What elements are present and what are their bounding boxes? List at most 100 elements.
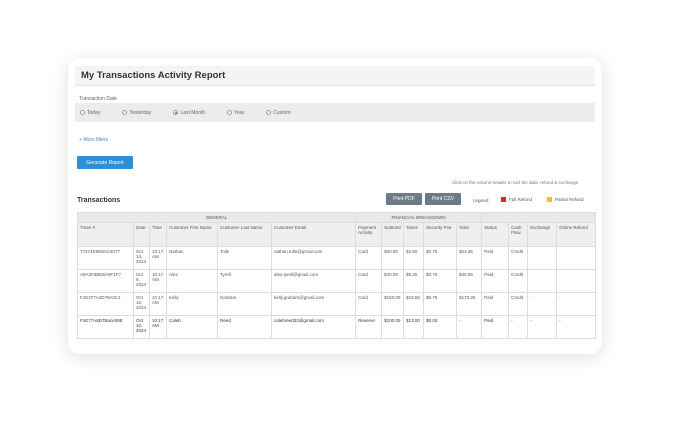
radio-year[interactable]: Year [227, 110, 244, 116]
column-header[interactable]: Online Refund [556, 222, 597, 247]
table-cell: 77274E9D8AC5077 [77, 246, 134, 270]
column-header[interactable]: Subtotal [381, 222, 405, 247]
table-cell: $170.25 [456, 292, 483, 316]
column-header[interactable]: Customer Email [270, 222, 357, 247]
table-cell: 10:17 AM [149, 269, 167, 293]
radio-label: Yesterday [129, 109, 152, 116]
column-header[interactable]: Trans # [77, 222, 134, 247]
table-cell: $2.60 [403, 246, 425, 270]
table-cell [527, 269, 558, 293]
table-cell: Nathan [166, 246, 218, 270]
radio-label: Last Month [180, 109, 206, 116]
table-cell: Card [355, 292, 383, 316]
table-cell: Credit [508, 292, 529, 316]
table-cell: F1E77A8D7Bace39E [77, 315, 134, 339]
table-row[interactable]: 77274E9D8AC5077 Oct 14, 2024 10:17 AM Natha… [77, 246, 597, 270]
more-filters-link[interactable]: + More filters [79, 137, 109, 143]
column-header[interactable]: Time [149, 222, 167, 247]
table-cell: $20.00 [381, 246, 405, 270]
radio-last-month[interactable]: Last Month [173, 110, 205, 116]
table-cell: A9A3F8BD5A9F1F7 [77, 269, 134, 293]
column-header[interactable]: Security Fee [423, 222, 458, 247]
radio-circle-icon[interactable] [122, 110, 128, 115]
column-header[interactable]: Customer First Name [166, 222, 218, 247]
table-cell: Credit [508, 269, 529, 293]
column-header[interactable]: Taxes [403, 222, 425, 247]
legend-label: Legend: [473, 198, 490, 203]
column-header[interactable]: Exchange [527, 222, 558, 247]
table-cell: $0.75 [423, 246, 458, 270]
table-cell: Reed [217, 315, 272, 339]
table-cell: Oct 14, 2024 [133, 246, 150, 270]
table-cell: Credit [508, 246, 529, 270]
table-cell: $150.00 [381, 292, 405, 316]
table-cell: 10:17 AM [149, 315, 167, 339]
table-cell [556, 246, 597, 270]
table-cell: - [556, 315, 597, 339]
generate-report-button[interactable]: Generate Report [77, 156, 133, 169]
table-cell: $40.00 [381, 269, 405, 293]
table-cell: Oct 10, 2024 [133, 292, 150, 316]
transactions-title: Transactions [77, 197, 121, 204]
column-header[interactable]: Cash Flow [508, 222, 529, 247]
table-cell [556, 269, 597, 293]
table-cell [527, 246, 558, 270]
column-header[interactable]: Date [133, 222, 150, 247]
table-cell: Paid [481, 292, 510, 316]
radio-circle-icon[interactable] [80, 110, 85, 115]
table-cell: - [508, 315, 529, 339]
table-cell: nathan.tolle@gmail.com [270, 246, 357, 270]
column-header[interactable]: Payment Activity [355, 222, 383, 247]
column-header[interactable]: Total [456, 222, 483, 247]
legend-partial-refund: Partial Refund [547, 197, 584, 202]
date-filter-options: Today Yesterday Last Month Year Custom [75, 103, 595, 122]
table-row[interactable]: A9A3F8BD5A9F1F7 Oct 9, 2024 10:17 AM Alex Ty… [77, 269, 597, 293]
legend-full-refund: Full Refund [501, 197, 532, 202]
table-cell: alex.tyrell@gmail.com [270, 269, 357, 293]
table-cell: $13.00 [403, 315, 425, 339]
column-header[interactable]: Status [481, 222, 510, 247]
date-filter-label: Transaction Date [79, 96, 117, 102]
table-cell: Tolle [217, 246, 272, 270]
table-cell: kelly.graham@gmail.com [270, 292, 357, 316]
radio-circle-icon[interactable] [227, 110, 233, 115]
table-cell: calebreed32@gmail.com [270, 315, 357, 339]
table-cell: $5.20 [403, 269, 425, 293]
table-cell: $19.50 [403, 292, 425, 316]
table-row[interactable]: F1E377A4D78A0C1 Oct 10, 2024 10:17 AM Kelly… [77, 292, 597, 316]
table-cell: $100.00 [381, 315, 405, 339]
radio-label: Custom [273, 109, 291, 116]
table-cell: $0.75 [423, 269, 458, 293]
table-cell: Paid [481, 246, 510, 270]
table-cell: Alex [166, 269, 218, 293]
table-cell: - [527, 315, 558, 339]
table-help-note: Click on the column header to sort the d… [452, 180, 579, 185]
radio-selected-icon[interactable] [173, 110, 179, 115]
column-header[interactable]: Customer Last Name [217, 222, 272, 247]
radio-yesterday[interactable]: Yesterday [122, 110, 151, 116]
table-cell: Paid [481, 269, 510, 293]
table-cell: Paid [481, 315, 510, 339]
table-cell: Graham [217, 292, 272, 316]
radio-circle-icon[interactable] [266, 110, 272, 115]
radio-custom[interactable]: Custom [266, 109, 291, 116]
yellow-square-icon [547, 197, 552, 202]
transactions-table: GENERAL FINANCIAL BREAKDOWN Trans # Date T… [76, 212, 597, 339]
table-cell: Kelly [166, 292, 218, 316]
radio-today[interactable]: Today [80, 110, 100, 116]
table-row[interactable]: F1E77A8D7Bace39E Oct 10, 2024 10:17 AM Cale… [77, 315, 597, 339]
table-cell: $0.75 [423, 292, 458, 316]
print-pdf-button[interactable]: Print PDF [386, 193, 422, 205]
table-cell: - [556, 292, 597, 316]
print-csv-button[interactable]: Print CSV [425, 193, 461, 205]
red-square-icon [501, 197, 506, 202]
plus-icon: + [79, 137, 84, 143]
table-cell: Caleb [166, 315, 218, 339]
group-general: GENERAL [76, 212, 357, 223]
table-cell: Reserve [355, 315, 383, 339]
table-cell: 10:17 AM [149, 292, 167, 316]
table-cell: $45.95 [456, 269, 483, 293]
radio-label: Today [87, 109, 101, 116]
table-cell: Oct 9, 2024 [133, 269, 150, 293]
table-cell: $23.35 [456, 246, 483, 270]
